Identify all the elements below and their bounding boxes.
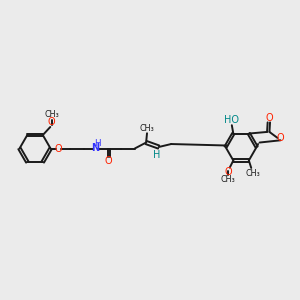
Text: O: O (48, 117, 56, 127)
Text: H: H (94, 139, 101, 148)
Text: N: N (91, 143, 99, 153)
Text: HO: HO (224, 115, 239, 124)
Text: O: O (55, 143, 62, 154)
Text: CH₃: CH₃ (140, 124, 154, 133)
Text: O: O (224, 167, 232, 176)
Text: O: O (104, 156, 112, 166)
Text: H: H (154, 150, 161, 161)
Text: CH₃: CH₃ (44, 110, 59, 119)
Text: O: O (265, 113, 273, 123)
Text: CH₃: CH₃ (221, 175, 236, 184)
Text: CH₃: CH₃ (246, 169, 261, 178)
Text: O: O (277, 133, 284, 143)
